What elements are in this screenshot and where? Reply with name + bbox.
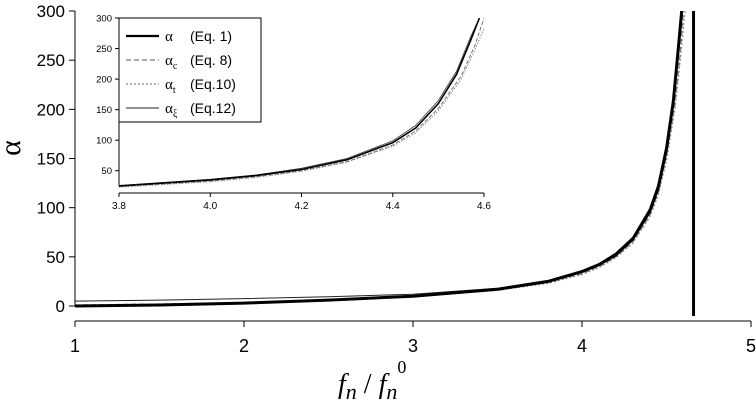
inset-y-tick-label: 200 xyxy=(96,75,112,86)
legend-eq-1: (Eq. 1) xyxy=(190,28,232,44)
y-tick-label: 0 xyxy=(56,297,65,316)
x-tick-label: 3 xyxy=(408,336,418,356)
inset-y-tick-label: 250 xyxy=(96,44,112,55)
svg-text:fn / fn0: fn / fn0 xyxy=(338,357,406,401)
inset-y-tick-label: 300 xyxy=(96,14,112,25)
x-tick-label: 5 xyxy=(746,336,756,356)
legend-label-3: αt xyxy=(165,77,176,96)
inset-x-tick-label: 4.4 xyxy=(386,201,400,212)
inset-y-tick-label: 100 xyxy=(96,136,112,147)
inset-y-tick-label: 150 xyxy=(96,105,112,116)
inset-x-tick-label: 4.2 xyxy=(295,201,309,212)
inset-series-line-1 xyxy=(119,18,481,187)
legend: α (Eq. 1) αc (Eq. 8) αt (Eq.10) αξ (Eq.12) xyxy=(118,17,262,123)
x-tick-label: 2 xyxy=(239,336,249,356)
x-tick-label: 1 xyxy=(70,336,80,356)
y-axis-label: α xyxy=(0,140,27,156)
series-line-1 xyxy=(75,10,684,308)
x-axis-label: fn / fn0 xyxy=(338,357,406,401)
y-tick-label: 50 xyxy=(46,248,65,267)
inset-y-tick-label: 50 xyxy=(101,166,112,177)
legend-eq-2: (Eq. 8) xyxy=(190,52,232,68)
y-tick-label: 100 xyxy=(37,199,65,218)
legend-eq-3: (Eq.10) xyxy=(190,76,236,92)
legend-label-2: αc xyxy=(165,53,178,72)
inset-series-group xyxy=(119,18,484,188)
y-tick-label: 250 xyxy=(37,51,65,70)
inset-x-tick-label: 4.6 xyxy=(477,201,491,212)
legend-label-4: αξ xyxy=(165,101,178,120)
inset-series-line-2 xyxy=(119,18,484,188)
y-tick-label: 300 xyxy=(37,2,65,21)
inset-x-tick-label: 3.8 xyxy=(112,201,126,212)
y-tick-label: 150 xyxy=(37,150,65,169)
legend-label-1: α xyxy=(165,29,173,45)
main-plot: 0 50 100 150 200 250 300 1 2 3 4 5 xyxy=(37,2,756,356)
legend-eq-4: (Eq.12) xyxy=(190,100,236,116)
y-tick-label: 200 xyxy=(37,100,65,119)
x-tick-label: 4 xyxy=(577,336,587,356)
inset-x-tick-label: 4.0 xyxy=(203,201,217,212)
main-series-group xyxy=(75,10,686,308)
